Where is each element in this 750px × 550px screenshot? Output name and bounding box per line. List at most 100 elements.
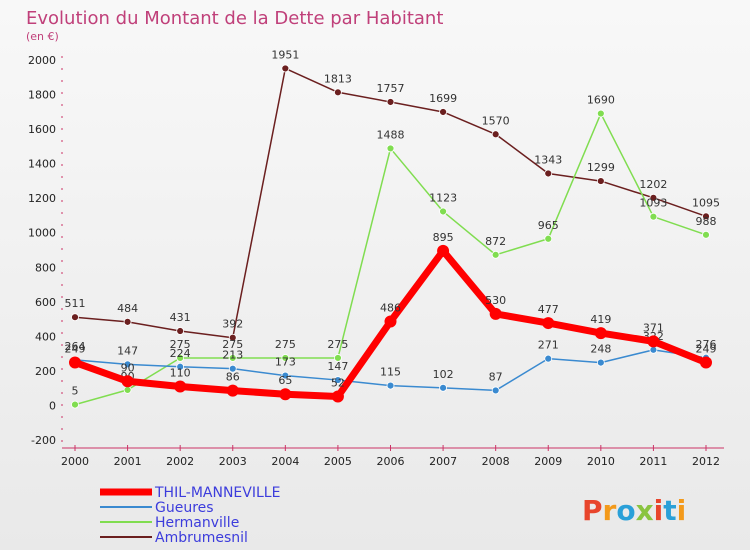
legend-label: THIL-MANNEVILLE <box>154 485 280 501</box>
data-point <box>174 380 187 393</box>
logo-letter: P <box>582 494 603 527</box>
data-point <box>386 381 395 390</box>
logo-letter: i <box>654 494 664 527</box>
data-point <box>544 354 553 363</box>
data-label: 110 <box>170 366 191 379</box>
axes: -200 0 200 400 600 800 1000 1200 1400 1600 1800 200… <box>28 54 724 468</box>
data-point <box>281 354 290 362</box>
data-label: 988 <box>696 215 717 228</box>
data-point <box>702 230 710 239</box>
data-point <box>491 130 500 139</box>
logo-letter: x <box>636 494 654 527</box>
x-tick-label: 2011 <box>639 455 667 468</box>
data-label: 1299 <box>587 161 615 174</box>
x-tick-label: 2008 <box>482 455 510 468</box>
data-label: 477 <box>538 303 559 316</box>
data-point <box>544 169 553 178</box>
x-tick-label: 2007 <box>429 455 457 468</box>
data-point <box>176 327 185 335</box>
y-tick-label: 2000 <box>28 54 56 67</box>
data-label: 65 <box>278 374 292 387</box>
y-tick-label: 1600 <box>28 123 56 136</box>
logo-letter: t <box>663 494 676 527</box>
data-point <box>594 327 607 340</box>
data-label: 147 <box>117 344 138 357</box>
data-label: 275 <box>170 338 191 351</box>
data-point <box>176 362 185 371</box>
x-tick-label: 2004 <box>271 455 299 468</box>
chart-subtitle: (en €) <box>26 30 59 43</box>
data-point <box>542 317 555 330</box>
data-label: 90 <box>121 361 135 374</box>
data-label: 115 <box>380 366 401 379</box>
y-tick-label: 1200 <box>28 192 56 205</box>
data-point <box>439 207 447 216</box>
legend-label: Ambrumesnil <box>155 530 248 546</box>
x-tick-label: 2009 <box>534 455 562 468</box>
data-label: 249 <box>65 342 86 355</box>
data-label: 147 <box>327 360 348 373</box>
series-layer: 511 484 431 392 1951 1813 1757 1699 1570 1343 1299… <box>65 48 720 409</box>
data-point <box>596 109 605 118</box>
y-tick-label: 400 <box>35 330 56 343</box>
data-label: 530 <box>485 294 506 307</box>
data-label: 1813 <box>324 72 352 85</box>
data-point <box>491 250 500 259</box>
data-label: 102 <box>433 368 454 381</box>
data-point <box>649 212 658 221</box>
data-label: 1343 <box>534 153 562 166</box>
series-thil-manneville: 249 90 110 86 65 52 486 895 530 477 419 371 249 <box>65 231 717 403</box>
y-tick-label: 200 <box>35 365 56 378</box>
data-label: 965 <box>538 219 559 232</box>
data-point <box>121 375 134 388</box>
proxiti-logo: Proxiti <box>582 494 686 527</box>
data-point <box>331 390 344 403</box>
y-tick-label: 1800 <box>28 89 56 102</box>
data-point <box>647 335 660 348</box>
data-point <box>334 88 342 97</box>
data-point <box>281 371 290 380</box>
series-line <box>74 67 707 339</box>
series-gueures: 26414722421317314711510287271248322276 <box>65 330 717 395</box>
data-point <box>700 356 712 369</box>
data-label: 275 <box>222 338 243 351</box>
data-point <box>123 360 132 369</box>
x-tick-label: 2010 <box>587 455 615 468</box>
data-label: 276 <box>696 338 717 351</box>
data-label: 249 <box>696 342 717 355</box>
data-label: 1690 <box>587 94 615 107</box>
data-point <box>439 383 447 392</box>
data-point <box>439 108 447 116</box>
data-point <box>489 307 502 320</box>
x-tick-label: 2005 <box>324 455 352 468</box>
data-label: 5 <box>72 385 79 398</box>
data-label: 1093 <box>639 197 667 210</box>
data-point <box>69 356 81 369</box>
data-label: 87 <box>489 370 503 383</box>
data-point <box>544 234 553 243</box>
legend: THIL-MANNEVILLEGueuresHermanvilleAmbrume… <box>100 485 280 546</box>
data-point <box>491 386 500 395</box>
data-point <box>334 354 342 362</box>
logo-letter: r <box>603 494 617 527</box>
data-point <box>384 315 397 328</box>
data-point <box>596 358 605 367</box>
x-tick-label: 2003 <box>219 455 247 468</box>
x-tick-label: 2002 <box>166 455 194 468</box>
data-label: 1095 <box>692 196 720 209</box>
data-point <box>71 400 79 409</box>
data-point <box>176 354 185 362</box>
data-point <box>279 388 292 401</box>
series-line <box>74 112 707 406</box>
data-point <box>281 64 290 73</box>
data-point <box>437 244 450 257</box>
data-point <box>226 384 239 397</box>
logo-letter: i <box>677 494 687 527</box>
logo-letter: o <box>616 494 635 527</box>
x-tick-label: 2012 <box>692 455 720 468</box>
data-point <box>123 317 132 326</box>
data-label: 86 <box>226 371 240 384</box>
x-tick-label: 2006 <box>377 455 405 468</box>
series-hermanville: 5 90 275 275 275 275 1488 1123 872 965 1690 1093 988 <box>71 94 717 409</box>
x-tick-label: 2001 <box>114 455 142 468</box>
